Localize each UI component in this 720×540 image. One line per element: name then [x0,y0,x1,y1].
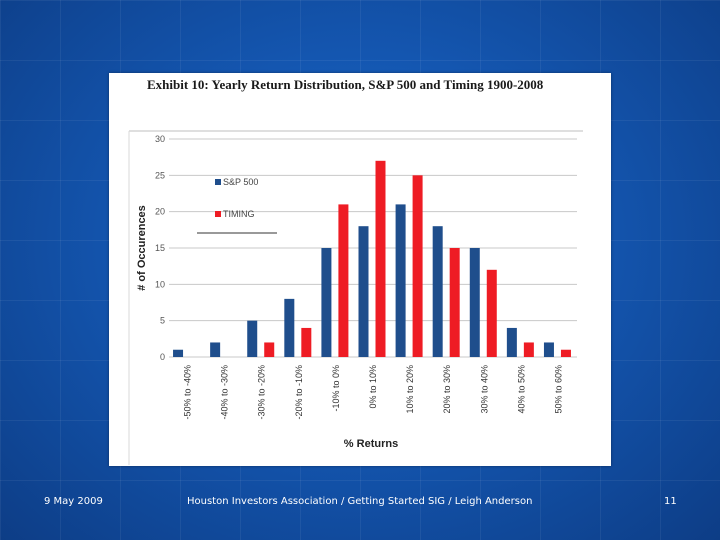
x-tick-label: 10% to 20% [405,365,415,414]
bar-sp500 [210,342,221,357]
x-tick-label: 40% to 50% [516,365,526,414]
y-tick-label: 25 [155,170,165,180]
bar-timing [523,342,534,357]
y-tick-label: 20 [155,207,165,217]
bar-timing [264,342,275,357]
bar-sp500 [321,248,332,357]
x-tick-label: -40% to -30% [220,365,230,420]
bar-sp500 [506,327,517,357]
y-tick-label: 5 [160,316,165,326]
y-tick-label: 15 [155,243,165,253]
legend-swatch-sp500 [215,179,221,185]
bar-timing [449,248,460,357]
bar-sp500 [395,204,406,357]
x-tick-label: 30% to 40% [479,365,489,414]
x-tick-label: -20% to -10% [294,365,304,420]
x-tick-label: 0% to 10% [368,365,378,409]
bar-sp500 [247,320,258,357]
bar-timing [412,175,423,357]
y-tick-label: 10 [155,279,165,289]
bar-sp500 [432,226,443,357]
legend-swatch-timing [215,211,221,217]
x-tick-label: 50% to 60% [553,365,563,414]
bar-timing [338,204,349,357]
x-tick-label: -10% to 0% [331,365,341,412]
x-tick-label: -30% to -20% [257,365,267,420]
bar-sp500 [469,248,480,357]
bar-sp500 [173,349,184,357]
footer-date: 9 May 2009 [44,496,103,507]
y-axis-label: # of Occurences [136,205,148,291]
bar-sp500 [543,342,554,357]
x-axis-label: % Returns [344,438,398,450]
x-tick-label: -50% to -40% [183,365,193,420]
footer-center-text: Houston Investors Association / Getting … [187,496,533,507]
chart-title: Exhibit 10: Yearly Return Distribution, … [147,77,544,92]
chart-image: Exhibit 10: Yearly Return Distribution, … [109,73,611,466]
bar-timing [301,327,312,357]
legend-label-timing: TIMING [223,209,255,219]
page-number: 11 [664,496,677,507]
x-tick-label: 20% to 30% [442,365,452,414]
bar-timing [560,349,571,357]
bar-sp500 [358,226,369,357]
bar-chart: 0 5 10 15 20 25 30 # of Occurences -50% to -40% -… [128,130,583,465]
bar-sp500 [284,298,295,357]
y-tick-label: 0 [160,352,165,362]
bar-timing [375,160,386,357]
bar-timing [486,269,497,357]
legend-label-sp500: S&P 500 [223,177,258,187]
y-tick-label: 30 [155,134,165,144]
